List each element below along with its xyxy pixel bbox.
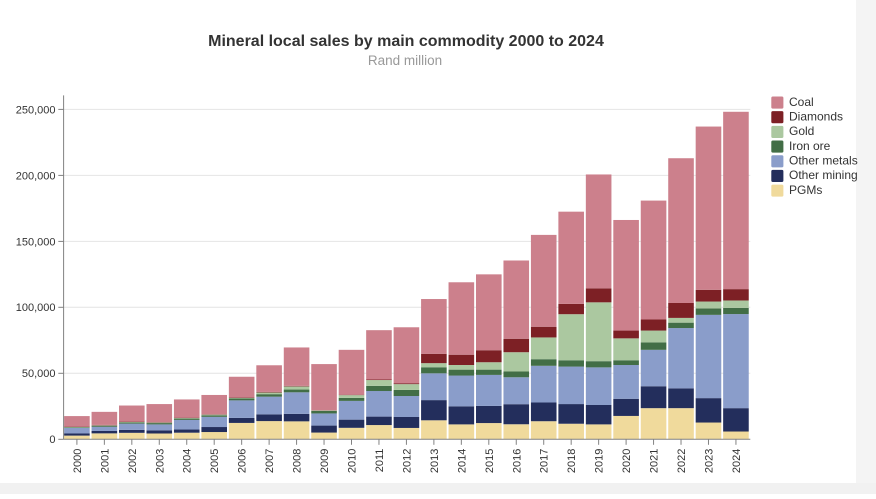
svg-text:50,000: 50,000: [22, 368, 56, 380]
svg-text:2017: 2017: [539, 449, 551, 473]
svg-text:2008: 2008: [292, 449, 304, 473]
svg-text:150,000: 150,000: [16, 236, 56, 248]
svg-text:2024: 2024: [731, 449, 743, 473]
svg-text:2011: 2011: [374, 449, 386, 473]
svg-text:Other metals: Other metals: [789, 154, 858, 168]
svg-text:Mineral local sales by main co: Mineral local sales by main commodity 20…: [208, 33, 604, 50]
svg-text:2016: 2016: [511, 449, 523, 473]
svg-text:2013: 2013: [429, 449, 441, 473]
svg-text:2010: 2010: [347, 449, 359, 473]
svg-text:Coal: Coal: [789, 95, 814, 109]
svg-text:Diamonds: Diamonds: [789, 109, 843, 123]
svg-text:2005: 2005: [209, 449, 221, 473]
svg-text:2021: 2021: [649, 449, 661, 473]
svg-text:200,000: 200,000: [16, 170, 56, 182]
svg-text:2022: 2022: [676, 449, 688, 473]
svg-text:2020: 2020: [621, 449, 633, 473]
svg-text:PGMs: PGMs: [789, 183, 822, 197]
svg-text:2007: 2007: [264, 449, 276, 473]
svg-text:Gold: Gold: [789, 124, 814, 138]
svg-text:2006: 2006: [237, 449, 249, 473]
svg-text:2009: 2009: [319, 449, 331, 473]
svg-text:Other mining: Other mining: [789, 168, 858, 182]
svg-text:2004: 2004: [182, 449, 194, 473]
svg-text:Iron ore: Iron ore: [789, 139, 831, 153]
svg-text:2002: 2002: [127, 449, 139, 473]
svg-text:100,000: 100,000: [16, 302, 56, 314]
svg-text:2023: 2023: [703, 449, 715, 473]
svg-text:2003: 2003: [154, 449, 166, 473]
svg-text:2014: 2014: [456, 449, 468, 473]
svg-text:2018: 2018: [566, 449, 578, 473]
svg-text:Rand million: Rand million: [368, 53, 442, 68]
svg-text:0: 0: [49, 434, 55, 446]
svg-text:2000: 2000: [72, 449, 84, 473]
svg-text:2019: 2019: [594, 449, 606, 473]
svg-text:2001: 2001: [99, 449, 111, 473]
svg-text:250,000: 250,000: [16, 104, 56, 116]
svg-text:2015: 2015: [484, 449, 496, 473]
svg-text:2012: 2012: [401, 449, 413, 473]
